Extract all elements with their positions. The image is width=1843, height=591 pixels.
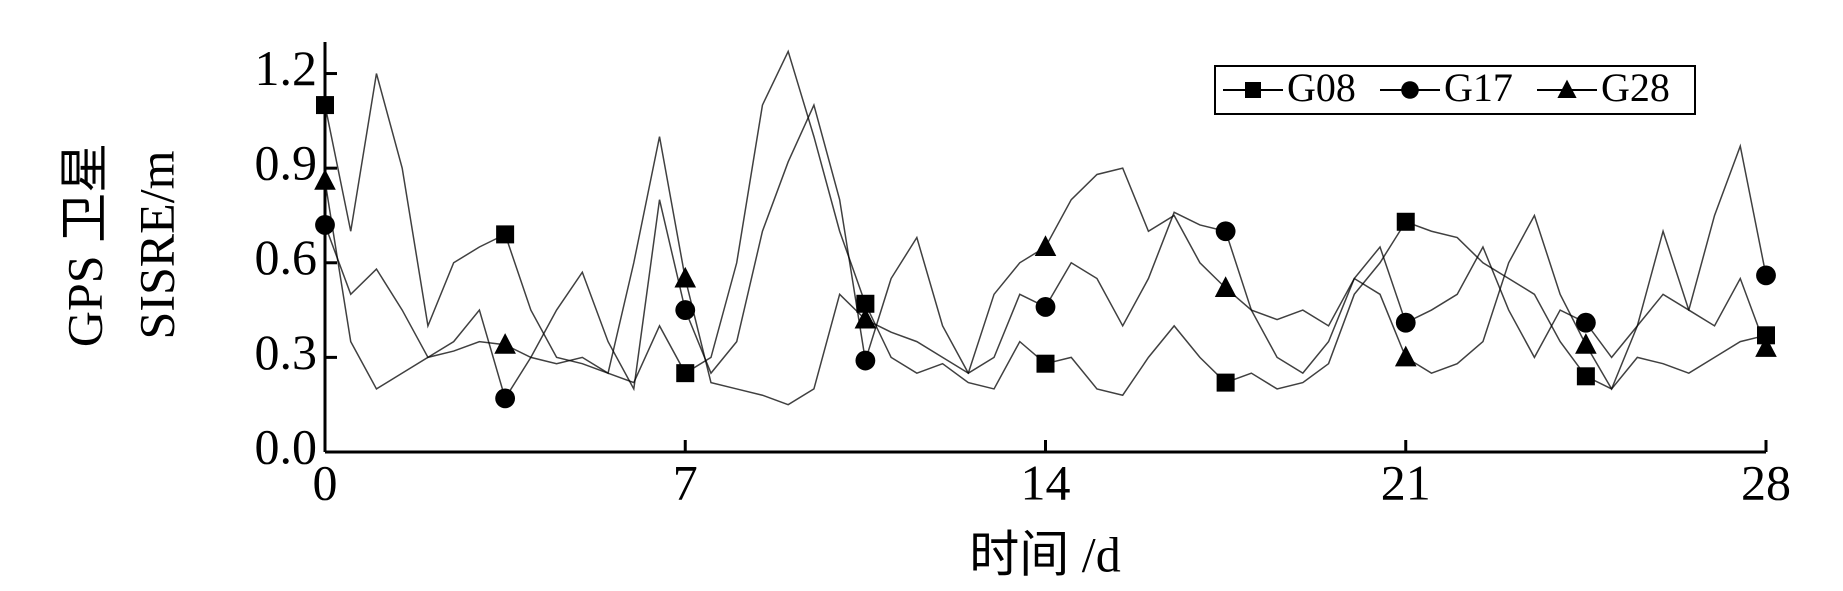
marker xyxy=(1575,333,1597,354)
marker xyxy=(1034,235,1057,256)
x-tick-label: 7 xyxy=(673,454,698,510)
legend-label: G17 xyxy=(1444,65,1513,110)
marker xyxy=(494,333,516,354)
marker xyxy=(496,225,515,244)
y-axis-label: GPS 卫星 SISRE/m xyxy=(56,143,184,347)
marker xyxy=(1575,312,1596,333)
marker xyxy=(676,364,695,383)
marker xyxy=(1214,276,1237,297)
marker xyxy=(675,300,696,320)
marker xyxy=(1395,312,1416,333)
marker xyxy=(856,294,875,313)
legend-marker xyxy=(1245,82,1261,98)
marker xyxy=(1756,265,1776,286)
y-tick-label: 0.3 xyxy=(255,324,318,380)
marker xyxy=(1394,345,1417,367)
x-tick-label: 14 xyxy=(1021,454,1071,510)
marker xyxy=(316,96,334,115)
marker xyxy=(1215,221,1236,242)
marker xyxy=(1576,367,1595,386)
legend-label: G28 xyxy=(1601,65,1670,110)
y-tick-label: 0.6 xyxy=(255,229,318,285)
marker xyxy=(1036,354,1055,373)
legend-marker xyxy=(1401,81,1419,99)
marker xyxy=(854,307,877,329)
marker xyxy=(1216,373,1235,392)
marker xyxy=(1396,212,1415,231)
y-label-line: GPS 卫星 xyxy=(56,143,112,347)
x-tick-label: 21 xyxy=(1381,454,1431,510)
y-tick-label: 0.9 xyxy=(255,135,318,191)
marker xyxy=(674,266,697,288)
marker xyxy=(314,169,336,190)
marker xyxy=(495,388,516,409)
marker xyxy=(1757,326,1775,345)
x-tick-label: 0 xyxy=(313,454,338,510)
legend-box xyxy=(1214,65,1696,115)
y-tick-label: 0.0 xyxy=(255,418,318,474)
marker xyxy=(1035,297,1056,317)
y-tick-label: 1.2 xyxy=(255,40,318,96)
marker xyxy=(315,215,335,235)
x-tick-label: 28 xyxy=(1741,454,1791,510)
x-axis-label: 时间 /d xyxy=(969,526,1120,582)
marker xyxy=(855,350,876,371)
legend-label: G08 xyxy=(1287,65,1356,110)
marker xyxy=(1755,336,1777,357)
legend-marker xyxy=(1557,79,1577,98)
y-label-line: SISRE/m xyxy=(128,150,184,339)
